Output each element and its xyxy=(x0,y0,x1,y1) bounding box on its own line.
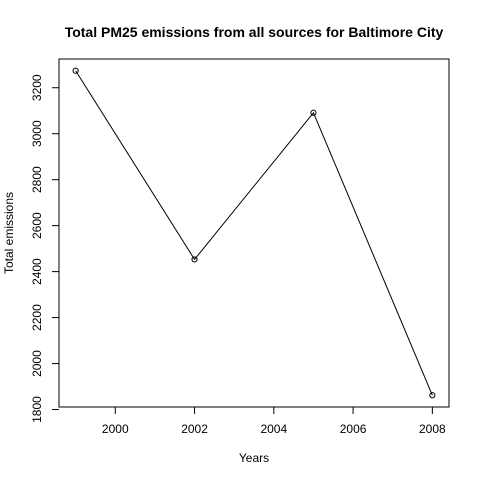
x-tick-label: 2002 xyxy=(181,422,208,436)
y-tick-label: 3000 xyxy=(30,120,44,147)
y-tick-label: 3200 xyxy=(30,74,44,101)
y-tick-label: 2000 xyxy=(30,350,44,377)
y-tick-label: 2600 xyxy=(30,212,44,239)
y-tick-label: 2200 xyxy=(30,304,44,331)
series-line xyxy=(75,70,433,396)
plot-frame xyxy=(58,58,450,408)
x-axis: 2000 2002 2004 2006 2008 xyxy=(102,407,446,436)
chart-title: Total PM25 emissions from all sources fo… xyxy=(65,24,444,40)
y-axis-label: Total emissions xyxy=(2,192,16,274)
data-point xyxy=(191,256,198,263)
x-axis-label: Years xyxy=(239,451,269,465)
data-points xyxy=(72,67,436,399)
y-tick-label: 2800 xyxy=(30,166,44,193)
x-tick-label: 2006 xyxy=(340,422,367,436)
data-point xyxy=(429,392,436,399)
x-tick-label: 2004 xyxy=(260,422,287,436)
y-axis: 1800 2000 2200 2400 2600 2800 3000 3200 xyxy=(30,74,59,423)
y-tick-label: 1800 xyxy=(30,396,44,423)
data-point xyxy=(72,67,79,74)
data-point xyxy=(310,109,317,116)
x-tick-label: 2008 xyxy=(419,422,446,436)
x-tick-label: 2000 xyxy=(102,422,129,436)
y-tick-label: 2400 xyxy=(30,258,44,285)
